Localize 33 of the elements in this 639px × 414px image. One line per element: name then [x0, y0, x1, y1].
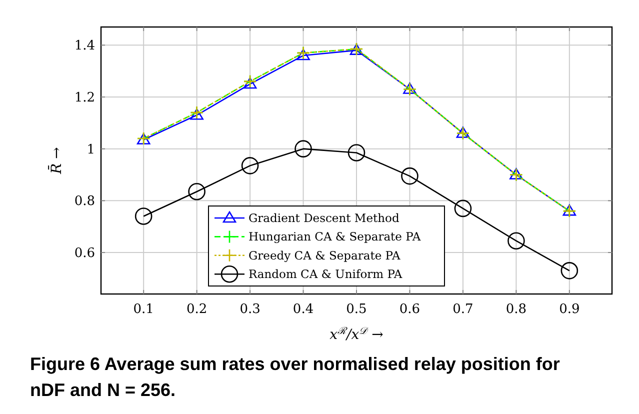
x-tick-label: 0.2 [186, 302, 208, 317]
point [243, 77, 257, 89]
point [188, 182, 206, 200]
x-tick-label: 0.6 [399, 302, 420, 317]
y-tick-label: 0.6 [74, 246, 95, 262]
point [134, 208, 152, 225]
y-tick-label: 1 [86, 142, 95, 158]
point [508, 232, 525, 250]
legend-label: Random CA & Uniform PA [248, 267, 403, 282]
legend-label: Gradient Descent Method [248, 211, 400, 226]
point [294, 140, 312, 158]
text: Figure 6 Average sum rates over normalised relay position for nDF and N = 256. [30, 354, 560, 400]
point [401, 167, 418, 185]
y-tick-label: 1.2 [74, 90, 95, 106]
x-tick-label: 0.3 [240, 302, 260, 317]
point [190, 108, 204, 120]
x-tick-label: 0.7 [452, 302, 474, 317]
legend-label: Greedy CA & Separate PA [248, 248, 401, 262]
x-axis-title: x$^{ℛ}$/x$^{𝒟}$ → [330, 326, 384, 343]
x-tick-label: 0.8 [506, 302, 527, 317]
x-tick-label: 0.5 [346, 302, 367, 317]
x-tick-label: 0.1 [133, 302, 154, 317]
point [348, 144, 366, 162]
point [454, 200, 472, 218]
y-tick-label: 0.8 [74, 194, 95, 210]
point [560, 262, 578, 280]
legend-label: Hungarian CA & Separate PA [248, 230, 422, 244]
x-tick-label: 0.9 [559, 302, 580, 317]
y-tick-label: 1.4 [74, 38, 95, 54]
point [296, 48, 310, 60]
x-tick-label: 0.4 [292, 302, 314, 317]
y-axis-title: R̄ → [47, 146, 65, 175]
point [241, 157, 259, 174]
